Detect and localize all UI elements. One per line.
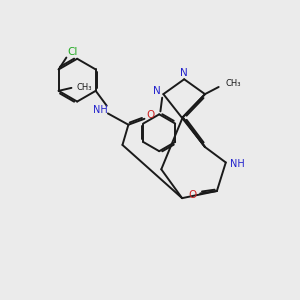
Text: N: N bbox=[153, 86, 161, 96]
Text: N: N bbox=[180, 68, 188, 78]
Text: O: O bbox=[147, 110, 155, 120]
Text: NH: NH bbox=[93, 105, 108, 115]
Text: CH₃: CH₃ bbox=[77, 83, 92, 92]
Text: Cl: Cl bbox=[67, 47, 77, 57]
Text: NH: NH bbox=[230, 159, 244, 169]
Text: O: O bbox=[188, 190, 196, 200]
Text: CH₃: CH₃ bbox=[226, 79, 241, 88]
